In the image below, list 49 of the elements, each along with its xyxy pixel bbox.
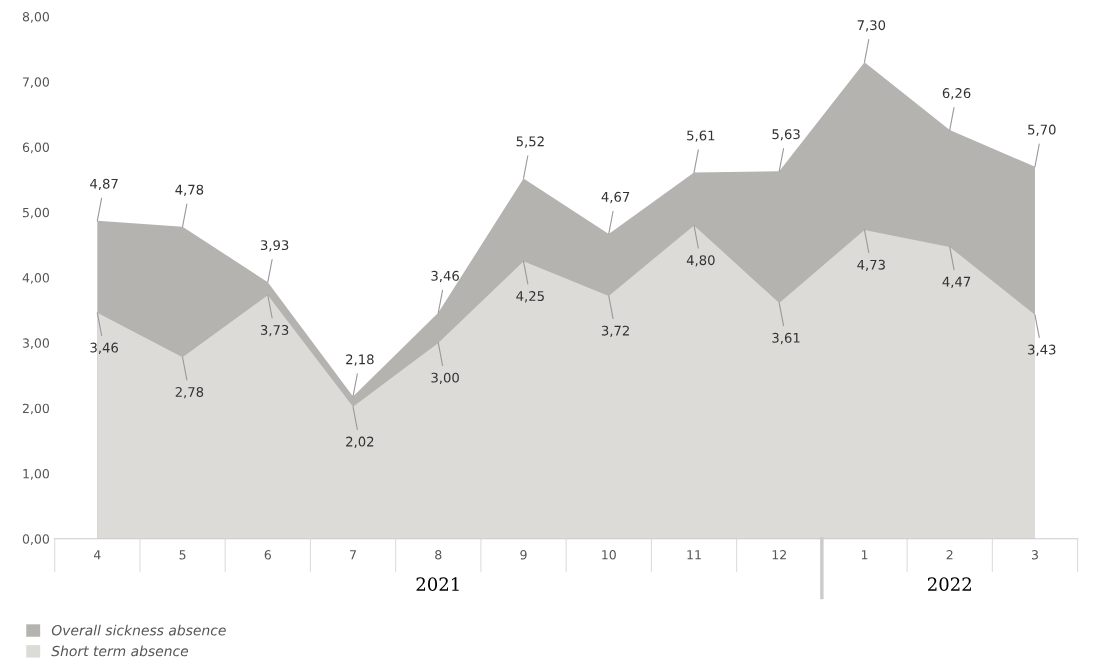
x-tick-label: 3 [1031,550,1038,560]
data-label: 2,78 [175,387,204,399]
data-label: 4,47 [942,276,971,289]
data-label: 2,02 [346,436,374,448]
data-label: 4,87 [90,178,118,191]
x-tick-label: 7 [350,550,356,560]
data-label: 3,73 [260,324,289,337]
data-label: 2,18 [346,354,374,366]
data-label: 5,70 [1028,124,1056,136]
text: 2021 [416,577,459,591]
data-label: 4,80 [686,255,715,267]
x-tick-label: 4 [93,550,101,560]
data-label: 4,25 [516,291,544,303]
data-label: 5,52 [516,136,544,148]
y-tick-label: 6,00 [22,142,50,154]
data-label: 6,26 [942,88,971,100]
data-label: 4,73 [857,259,885,272]
x-tick-label: 8 [435,550,442,560]
x-tick-label: 2 [946,550,953,560]
data-label: 3,93 [260,240,289,252]
x-tick-label: 6 [264,550,271,560]
legend-label: Short term absence [51,645,189,657]
data-label: 3,61 [772,332,800,345]
y-tick-label: 4,00 [22,273,50,284]
data-label: 4,78 [175,184,204,196]
x-tick-label: 9 [520,550,527,560]
x-tick-label: 12 [772,550,786,560]
y-tick-label: 7,00 [23,77,50,88]
y-tick-label: 1,00 [23,468,50,480]
data-label: 5,61 [687,130,715,142]
data-label: 7,30 [857,20,886,32]
data-label: 5,63 [772,129,800,141]
data-label: 3,43 [1028,344,1056,356]
y-tick-label: 2,00 [22,403,50,415]
x-tick-label: 11 [687,550,701,560]
y-tick-label: 8,00 [22,12,50,23]
y-tick-label: 5,00 [22,207,50,219]
text: 2022 [927,577,971,591]
x-tick-label: 1 [861,550,868,560]
data-label: 3,72 [601,325,629,337]
data-label: 3,46 [431,270,459,283]
data-label: 3,46 [90,342,118,354]
data-label: 3,00 [431,372,459,384]
legend-label: Overall sickness absence [51,624,226,636]
x-tick-label: 10 [602,550,616,560]
x-tick-label: 5 [179,550,186,560]
data-label: 4,67 [601,191,630,204]
y-tick-label: 3,00 [22,338,50,350]
y-tick-label: 0,00 [22,534,50,545]
